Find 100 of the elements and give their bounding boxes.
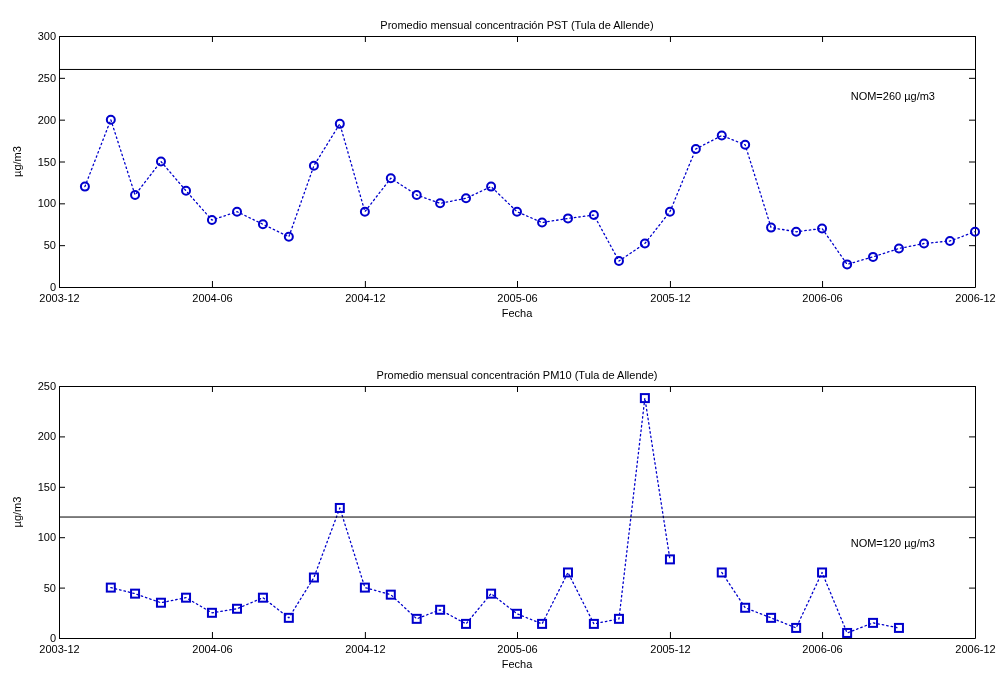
point — [588, 618, 599, 629]
point — [232, 603, 243, 614]
point — [130, 588, 141, 599]
point — [206, 215, 217, 226]
x-tick-label: 2005-12 — [650, 643, 691, 656]
point — [79, 181, 90, 192]
point — [842, 627, 853, 638]
x-tick-label: 2006-12 — [955, 643, 996, 656]
point — [613, 613, 624, 624]
point — [740, 602, 751, 613]
chart-title: Promedio mensual concentración PM10 (Tula de Allende) — [376, 369, 658, 381]
point — [486, 181, 497, 192]
x-tick-label: 2006-12 — [955, 292, 996, 305]
y-tick-label: 300 — [37, 30, 56, 43]
x-tick-label: 2006-06 — [802, 643, 843, 656]
y-tick-label: 0 — [49, 281, 56, 294]
x-tick-label: 2004-12 — [345, 292, 386, 305]
point — [639, 238, 650, 249]
point — [435, 604, 446, 615]
y-tick-label: 100 — [37, 531, 56, 544]
point — [155, 597, 166, 608]
ref-line-label: NOM=260 µg/m3 — [850, 89, 935, 102]
point — [893, 622, 904, 633]
point — [716, 130, 727, 141]
ref-line-label: NOM=120 µg/m3 — [850, 537, 935, 550]
point — [461, 193, 472, 204]
y-tick-label: 200 — [37, 430, 56, 443]
x-tick-label: 2004-06 — [192, 643, 233, 656]
point — [766, 612, 777, 623]
point — [385, 589, 396, 600]
point — [791, 226, 802, 237]
y-tick-label: 50 — [43, 239, 56, 252]
x-tick-label: 2005-12 — [650, 292, 691, 305]
point — [588, 210, 599, 221]
x-tick-label: 2003-12 — [39, 643, 80, 656]
point — [791, 622, 802, 633]
point — [868, 617, 879, 628]
point — [461, 618, 472, 629]
point — [105, 114, 116, 125]
x-tick-label: 2004-12 — [345, 643, 386, 656]
point — [155, 156, 166, 167]
point — [181, 185, 192, 196]
point — [334, 502, 345, 513]
point — [359, 206, 370, 217]
point — [232, 206, 243, 217]
point — [283, 231, 294, 242]
point — [893, 243, 904, 254]
point — [105, 582, 116, 593]
point — [537, 618, 548, 629]
point — [664, 554, 675, 565]
x-tick-label: 2006-06 — [802, 292, 843, 305]
y-tick-label: 150 — [37, 155, 56, 168]
point — [817, 567, 828, 578]
point — [359, 582, 370, 593]
point — [740, 139, 751, 150]
point — [130, 189, 141, 200]
x-tick-label: 2005-06 — [497, 292, 538, 305]
point — [842, 259, 853, 270]
point — [435, 198, 446, 209]
point — [690, 143, 701, 154]
point — [562, 213, 573, 224]
point — [486, 588, 497, 599]
point — [970, 226, 980, 237]
point — [257, 219, 268, 230]
y-tick-label: 0 — [49, 632, 56, 645]
y-tick-label: 250 — [37, 380, 56, 393]
point — [411, 189, 422, 200]
point — [181, 592, 192, 603]
point — [206, 607, 217, 618]
y-tick-label: 150 — [37, 480, 56, 493]
x-tick-label: 2003-12 — [39, 292, 80, 305]
point — [308, 572, 319, 583]
x-tick-label: 2005-06 — [497, 643, 538, 656]
y-tick-label: 100 — [37, 197, 56, 210]
point — [385, 173, 396, 184]
y-tick-label: 50 — [43, 581, 56, 594]
point — [334, 118, 345, 129]
y-tick-label: 250 — [37, 71, 56, 84]
point — [512, 206, 522, 217]
point — [562, 567, 573, 578]
chart-title: Promedio mensual concentración PST (Tula de Allende) — [380, 19, 654, 31]
point — [257, 592, 268, 603]
point — [868, 251, 879, 262]
x-axis-title: Fecha — [501, 307, 534, 319]
point — [716, 567, 727, 578]
point — [283, 612, 294, 623]
y-tick-label: 200 — [37, 113, 56, 126]
y-axis-title: µg/m3 — [11, 146, 23, 177]
point — [664, 206, 675, 217]
point — [613, 256, 624, 267]
point — [817, 223, 828, 234]
point — [411, 613, 422, 624]
x-axis-title: Fecha — [501, 658, 534, 670]
point — [308, 160, 319, 171]
point — [512, 608, 522, 619]
point — [944, 235, 955, 246]
point — [766, 222, 777, 233]
x-tick-label: 2004-06 — [192, 292, 233, 305]
point — [639, 393, 650, 404]
point — [537, 217, 548, 228]
